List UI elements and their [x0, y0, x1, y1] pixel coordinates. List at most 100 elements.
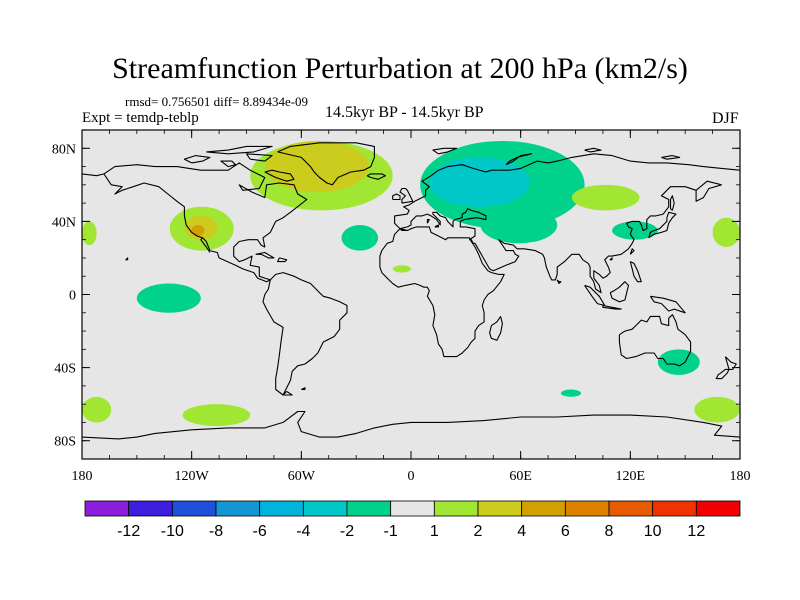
coastline — [282, 390, 293, 396]
coastline — [649, 295, 686, 314]
coastline — [432, 147, 458, 155]
colorbar-label: 10 — [644, 523, 662, 540]
colorbar-label: 1 — [430, 523, 439, 540]
x-tick-label: 120W — [175, 469, 210, 484]
colorbar-swatch — [477, 500, 523, 517]
coastline — [426, 219, 430, 224]
coastline — [183, 155, 211, 164]
coastline — [206, 145, 273, 155]
expt-text: Expt = temdp-teblp — [82, 110, 199, 126]
x-tick-label: 180 — [72, 469, 93, 484]
anomaly-region — [571, 184, 640, 211]
colorbar-label: -10 — [161, 523, 184, 540]
y-tick-label: 80N — [52, 142, 76, 157]
coastline — [724, 356, 737, 370]
coastline — [255, 251, 275, 259]
colorbar-swatch — [433, 500, 479, 517]
coastline — [379, 226, 505, 358]
coastline — [399, 228, 408, 232]
colorbar-label: 2 — [474, 523, 483, 540]
y-tick-label: 40S — [54, 362, 76, 377]
chart-title: Streamfunction Perturbation at 200 hPa (… — [112, 52, 688, 85]
anomaly-region — [82, 221, 97, 246]
coastline — [648, 211, 677, 239]
anomaly-region — [82, 396, 112, 423]
coastline — [434, 224, 439, 228]
colorbar-swatch — [259, 500, 304, 517]
x-tick-label: 60E — [509, 469, 532, 484]
anomaly-region — [264, 140, 369, 193]
coastline — [609, 257, 613, 261]
anomaly-region — [429, 157, 530, 207]
season-text: DJF — [712, 110, 739, 127]
coastline — [301, 387, 306, 391]
anomaly-region — [560, 389, 581, 397]
x-tick-label: 60W — [288, 469, 316, 484]
anomaly-region — [341, 225, 379, 251]
coastline — [392, 193, 401, 201]
coastline — [695, 180, 722, 202]
anomaly-region — [694, 396, 740, 423]
anomaly-region — [712, 217, 740, 247]
anomaly-region — [182, 404, 251, 427]
colorbar-swatch — [390, 500, 435, 517]
coastline — [394, 153, 740, 230]
coastline — [220, 160, 237, 168]
coastline — [618, 314, 692, 367]
anomaly-region — [191, 225, 205, 237]
colorbar-label: -2 — [340, 523, 354, 540]
coastline — [602, 304, 622, 310]
anomaly-region — [480, 206, 558, 244]
colorbar-swatch — [346, 500, 392, 517]
coastline — [399, 186, 697, 294]
colorbar-label: 6 — [561, 523, 570, 540]
coastline — [103, 162, 308, 283]
anomaly-region — [392, 265, 411, 273]
y-tick-label: 0 — [69, 289, 76, 304]
colorbar-label: 12 — [687, 523, 705, 540]
coastline — [584, 147, 602, 153]
colorbar-label: -1 — [384, 523, 398, 540]
coastline — [715, 368, 730, 380]
coastline — [82, 410, 740, 440]
colorbar-label: 8 — [605, 523, 614, 540]
anomaly-region — [657, 349, 700, 375]
x-tick-label: 120E — [616, 469, 646, 484]
coastline — [661, 155, 681, 160]
coastline — [399, 187, 414, 204]
y-tick-label: 40N — [52, 215, 76, 230]
coastline — [629, 248, 635, 255]
coastline — [125, 257, 129, 261]
colorbar-swatch — [215, 500, 261, 517]
colorbar-swatch — [695, 500, 741, 517]
y-tick-label: 80S — [54, 435, 76, 450]
coastline — [629, 261, 642, 283]
coastline — [609, 281, 630, 303]
coastline — [366, 173, 386, 180]
rmsd-text: rmsd= 0.756501 diff= 8.89434e-09 — [125, 94, 309, 109]
coastline — [262, 272, 348, 396]
coastline — [669, 195, 675, 211]
colorbar-label: -4 — [296, 523, 310, 540]
colorbar-swatch — [521, 500, 566, 517]
coastline — [505, 153, 533, 166]
colorbar-label: -8 — [209, 523, 223, 540]
coastline — [277, 257, 288, 263]
coastline — [200, 237, 211, 253]
colorbar-label: -12 — [117, 523, 140, 540]
coastline — [82, 173, 105, 177]
colorbar-swatch — [302, 500, 348, 517]
colorbar-swatch — [128, 500, 173, 517]
coastline — [556, 279, 562, 285]
anomaly-region — [136, 283, 201, 313]
colorbar-swatch — [171, 500, 217, 517]
coastline — [264, 169, 295, 182]
coastline — [245, 153, 273, 162]
coastline — [489, 316, 503, 341]
colorbar-swatch — [608, 500, 654, 517]
colorbar-label: 4 — [517, 523, 526, 540]
colorbar-swatch — [84, 500, 130, 517]
period-text: 14.5kyr BP - 14.5kyr BP — [325, 104, 484, 121]
x-tick-label: 180 — [730, 469, 751, 484]
